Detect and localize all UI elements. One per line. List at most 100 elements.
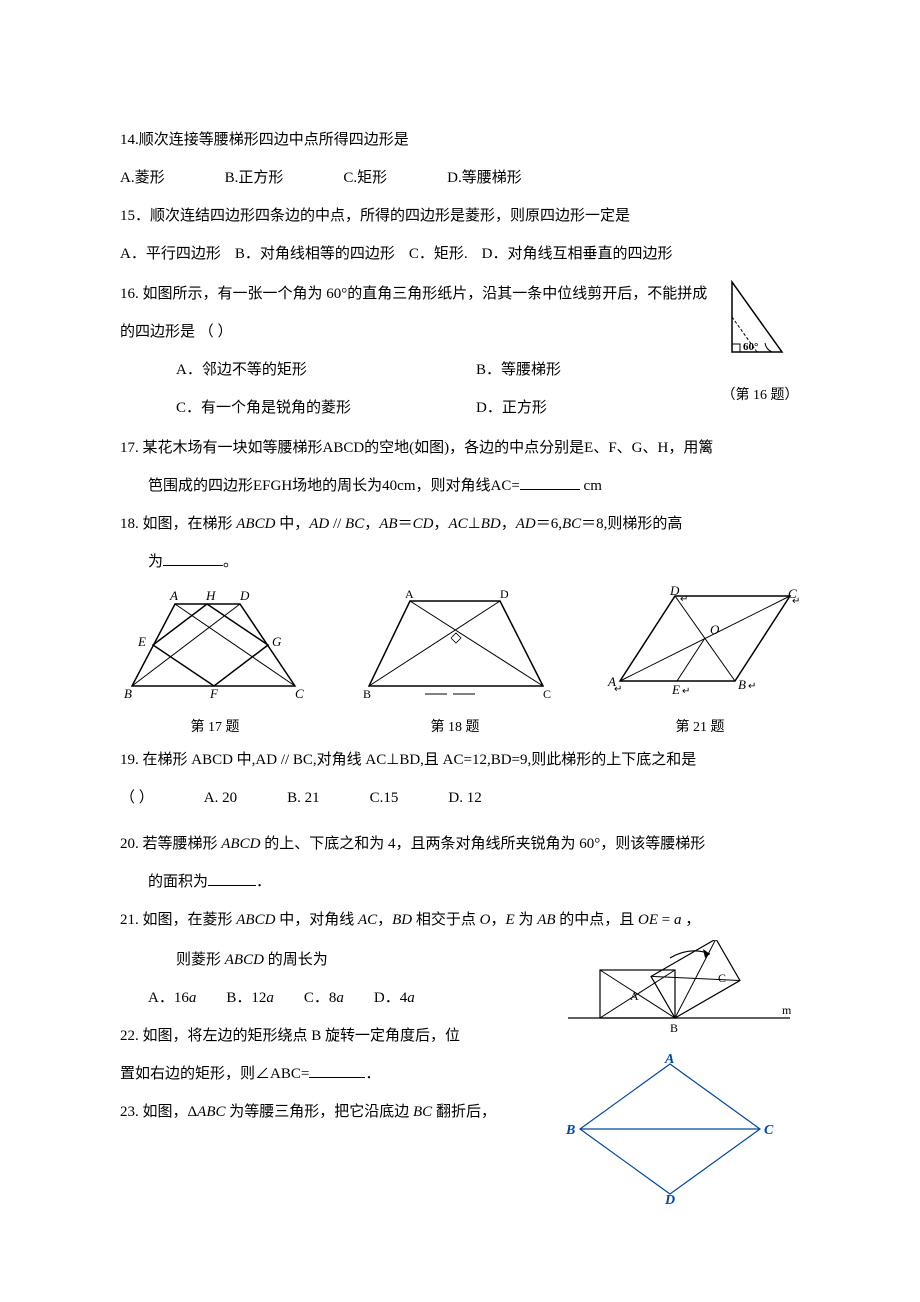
q22-line2a: 置如右边的矩形，则∠ABC=	[120, 1066, 309, 1082]
q23-p3: 翻折后，	[432, 1104, 496, 1120]
q21-c1: ，	[377, 912, 392, 928]
q18-ad: AD	[309, 516, 329, 532]
q18-eq2: ＝	[536, 516, 551, 532]
q15-opt-d: D．对角线互相垂直的四边形	[482, 236, 673, 272]
q20-p2: 的上、下底之和为 4，且两条对角线所夹锐角为 60°，则该等腰梯形	[260, 836, 705, 852]
q16-line2: 的四边形是 （ ）	[120, 314, 710, 350]
q21-a: a	[674, 912, 682, 928]
q19-stem: 在梯形 ABCD 中,AD // BC,对角线 AC⊥BD,且 AC=12,BD…	[143, 752, 697, 768]
q19-opt-c: C.15	[370, 780, 399, 816]
q14-stem: 顺次连接等腰梯形四边中点所得四边形是	[139, 132, 409, 148]
question-16: 16. 如图所示，有一张一个角为 60°的直角三角形纸片，沿其一条中位线剪开后，…	[120, 274, 800, 428]
enter5: ↵	[682, 686, 690, 697]
fig21-caption: 第 21 题	[600, 715, 800, 740]
q16-text: 16. 如图所示，有一张一个角为 60°的直角三角形纸片，沿其一条中位线剪开后，…	[120, 274, 710, 428]
lbl21-O: O	[710, 622, 720, 637]
lbl-G: G	[272, 634, 282, 649]
q19-options: （ ） A. 20 B. 21 C.15 D. 12	[120, 780, 800, 816]
lbl23-D: D	[664, 1193, 675, 1204]
q21-e: E	[506, 912, 515, 928]
lbl18-A: A	[405, 587, 414, 601]
lbl18-B: B	[363, 687, 371, 701]
lbl23-C: C	[764, 1123, 774, 1138]
q21-options: A．16a B．12a C．8a D．4a	[120, 980, 560, 1016]
q18-ac: AC	[448, 516, 467, 532]
q22-line2: 置如右边的矩形，则∠ABC= ．	[120, 1056, 560, 1092]
fig18-caption: 第 18 题	[355, 715, 555, 740]
lbl-F: F	[209, 686, 219, 701]
q15-stem: 顺次连结四边形四条边的中点，所得的四边形是菱形，则原四边形一定是	[150, 208, 630, 224]
question-23: 23. 如图，ΔABC 为等腰三角形，把它沿底边 BC 翻折后，	[120, 1094, 560, 1130]
figure-21: D C A B O E ↵ ↵ ↵ ↵ ↵ 第 21 题	[600, 586, 800, 740]
q14-opt-b: B.正方形	[225, 160, 284, 196]
q23-prefix: 23.	[120, 1104, 143, 1120]
figure-18: A D B C 第 18 题	[355, 586, 555, 740]
enter2: ↵	[792, 596, 800, 607]
q18-par: //	[329, 516, 345, 532]
q20-blank	[208, 871, 256, 886]
folded-rhombus-icon: A B C D	[560, 1054, 780, 1204]
q18-c2: ，	[433, 516, 448, 532]
trapezoid-midpoints-icon: A H D E G B F C	[120, 586, 310, 701]
page: 14.顺次连接等腰梯形四边中点所得四边形是 A.菱形 B.正方形 C.矩形 D.…	[0, 0, 920, 1278]
q18-line2: 为。	[120, 544, 800, 580]
q16-opt-b: B．等腰梯形	[476, 352, 561, 388]
side-figures-22-23: A B C m A B C D	[560, 940, 800, 1218]
q17-line2-text: 笆围成的四边形EFGH场地的周长为40cm，则对角线AC=	[148, 478, 520, 494]
q22-line2b: ．	[365, 1066, 380, 1082]
q21-p1: 如图，在菱形	[143, 912, 237, 928]
q19-blank: （ ）	[120, 780, 154, 816]
q16-prefix: 16.	[120, 286, 143, 302]
q18-prefix: 18.	[120, 516, 143, 532]
q22-blank	[309, 1063, 365, 1078]
lbl-A: A	[169, 588, 178, 603]
trapezoid-diagonals-icon: A D B C	[355, 586, 555, 701]
q21-opt-a: A．16a	[148, 980, 196, 1016]
lbl22-B: B	[670, 1021, 678, 1035]
q17-blank	[520, 475, 580, 490]
lbl22-A: A	[630, 989, 639, 1003]
q23-bc: BC	[413, 1104, 432, 1120]
q21-ac: AC	[358, 912, 377, 928]
q18-eq3: ＝	[581, 516, 596, 532]
question-20: 20. 若等腰梯形 ABCD 的上、下底之和为 4，且两条对角线所夹锐角为 60…	[120, 826, 800, 862]
lbl-H: H	[205, 588, 216, 603]
q16-opt-a: A．邻边不等的矩形	[120, 352, 476, 388]
q16-opts-row2: C．有一个角是锐角的菱形 D．正方形	[120, 390, 710, 426]
q16-fig-caption: （第 16 题）	[720, 383, 800, 408]
lbl21-B: B	[738, 677, 746, 692]
q22-line1: 如图，将左边的矩形绕点 B 旋转一定角度后，位	[143, 1028, 461, 1044]
q18-tail: 则梯形的高	[607, 516, 682, 532]
lbl-D: D	[239, 588, 250, 603]
q20-p1: 若等腰梯形	[143, 836, 222, 852]
q14-opt-a: A.菱形	[120, 160, 165, 196]
q21-prefix: 21.	[120, 912, 143, 928]
lbl-C: C	[295, 686, 304, 701]
question-21: 21. 如图，在菱形 ABCD 中，对角线 AC，BD 相交于点 O，E 为 A…	[120, 902, 800, 938]
rhombus-icon: D C A B O E ↵ ↵ ↵ ↵ ↵	[600, 586, 800, 701]
question-17: 17. 某花木场有一块如等腰梯形ABCD的空地(如图)，各边的中点分别是E、F、…	[120, 430, 800, 466]
q18-c1: ，	[364, 516, 379, 532]
q17-line2: 笆围成的四边形EFGH场地的周长为40cm，则对角线AC= cm	[120, 468, 800, 504]
q18-p2: 中，	[275, 516, 309, 532]
q18-abcd: ABCD	[236, 516, 275, 532]
q20-line2: 的面积为．	[120, 864, 800, 900]
q16-line1: 16. 如图所示，有一张一个角为 60°的直角三角形纸片，沿其一条中位线剪开后，…	[120, 276, 710, 312]
q18-bc: BC	[345, 516, 364, 532]
q21-opt-d: D．4a	[374, 980, 415, 1016]
question-18: 18. 如图，在梯形 ABCD 中，AD // BC，AB＝CD，AC⊥BD，A…	[120, 506, 800, 542]
lbl23-B: B	[565, 1123, 575, 1138]
q23-abc: ABC	[197, 1104, 225, 1120]
q18-v8: 8,	[596, 516, 607, 532]
lbl18-C: C	[543, 687, 551, 701]
q18-p1: 如图，在梯形	[143, 516, 237, 532]
q21-p2: 中，对角线	[275, 912, 358, 928]
question-15: 15．顺次连结四边形四条边的中点，所得的四边形是菱形，则原四边形一定是	[120, 198, 800, 234]
lbl-E: E	[137, 634, 146, 649]
q21-p4: ，	[491, 912, 506, 928]
q14-prefix: 14.	[120, 132, 139, 148]
q18-v6: 6,	[551, 516, 562, 532]
q21-lower: 则菱形 ABCD 的周长为 A．16a B．12a C．8a D．4a 22. …	[120, 940, 560, 1132]
q18-line2a: 为	[148, 554, 163, 570]
enter4: ↵	[748, 681, 756, 692]
